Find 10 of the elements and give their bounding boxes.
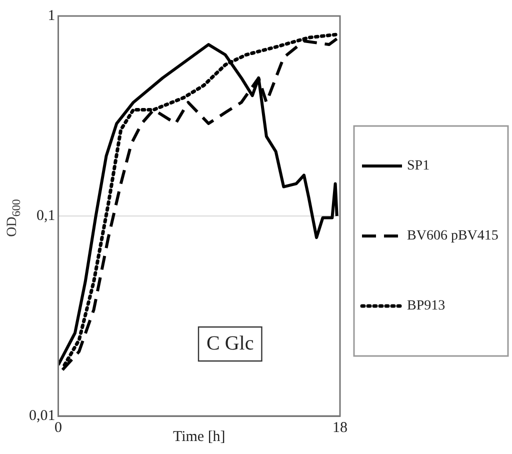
annotation: C Glc [206,332,254,354]
legend-label: BV606 pBV415 [407,228,498,244]
x-tick-label: 0 [54,420,62,436]
legend-label: SP1 [407,158,430,174]
y-tick-label: 0,01 [29,408,56,424]
legend-label: BP913 [407,298,446,314]
x-axis-title: Time [h] [172,428,226,445]
y-tick-label: 1 [48,8,56,24]
x-tick-label: 18 [332,420,348,436]
y-tick-label: 0,1 [36,208,56,224]
